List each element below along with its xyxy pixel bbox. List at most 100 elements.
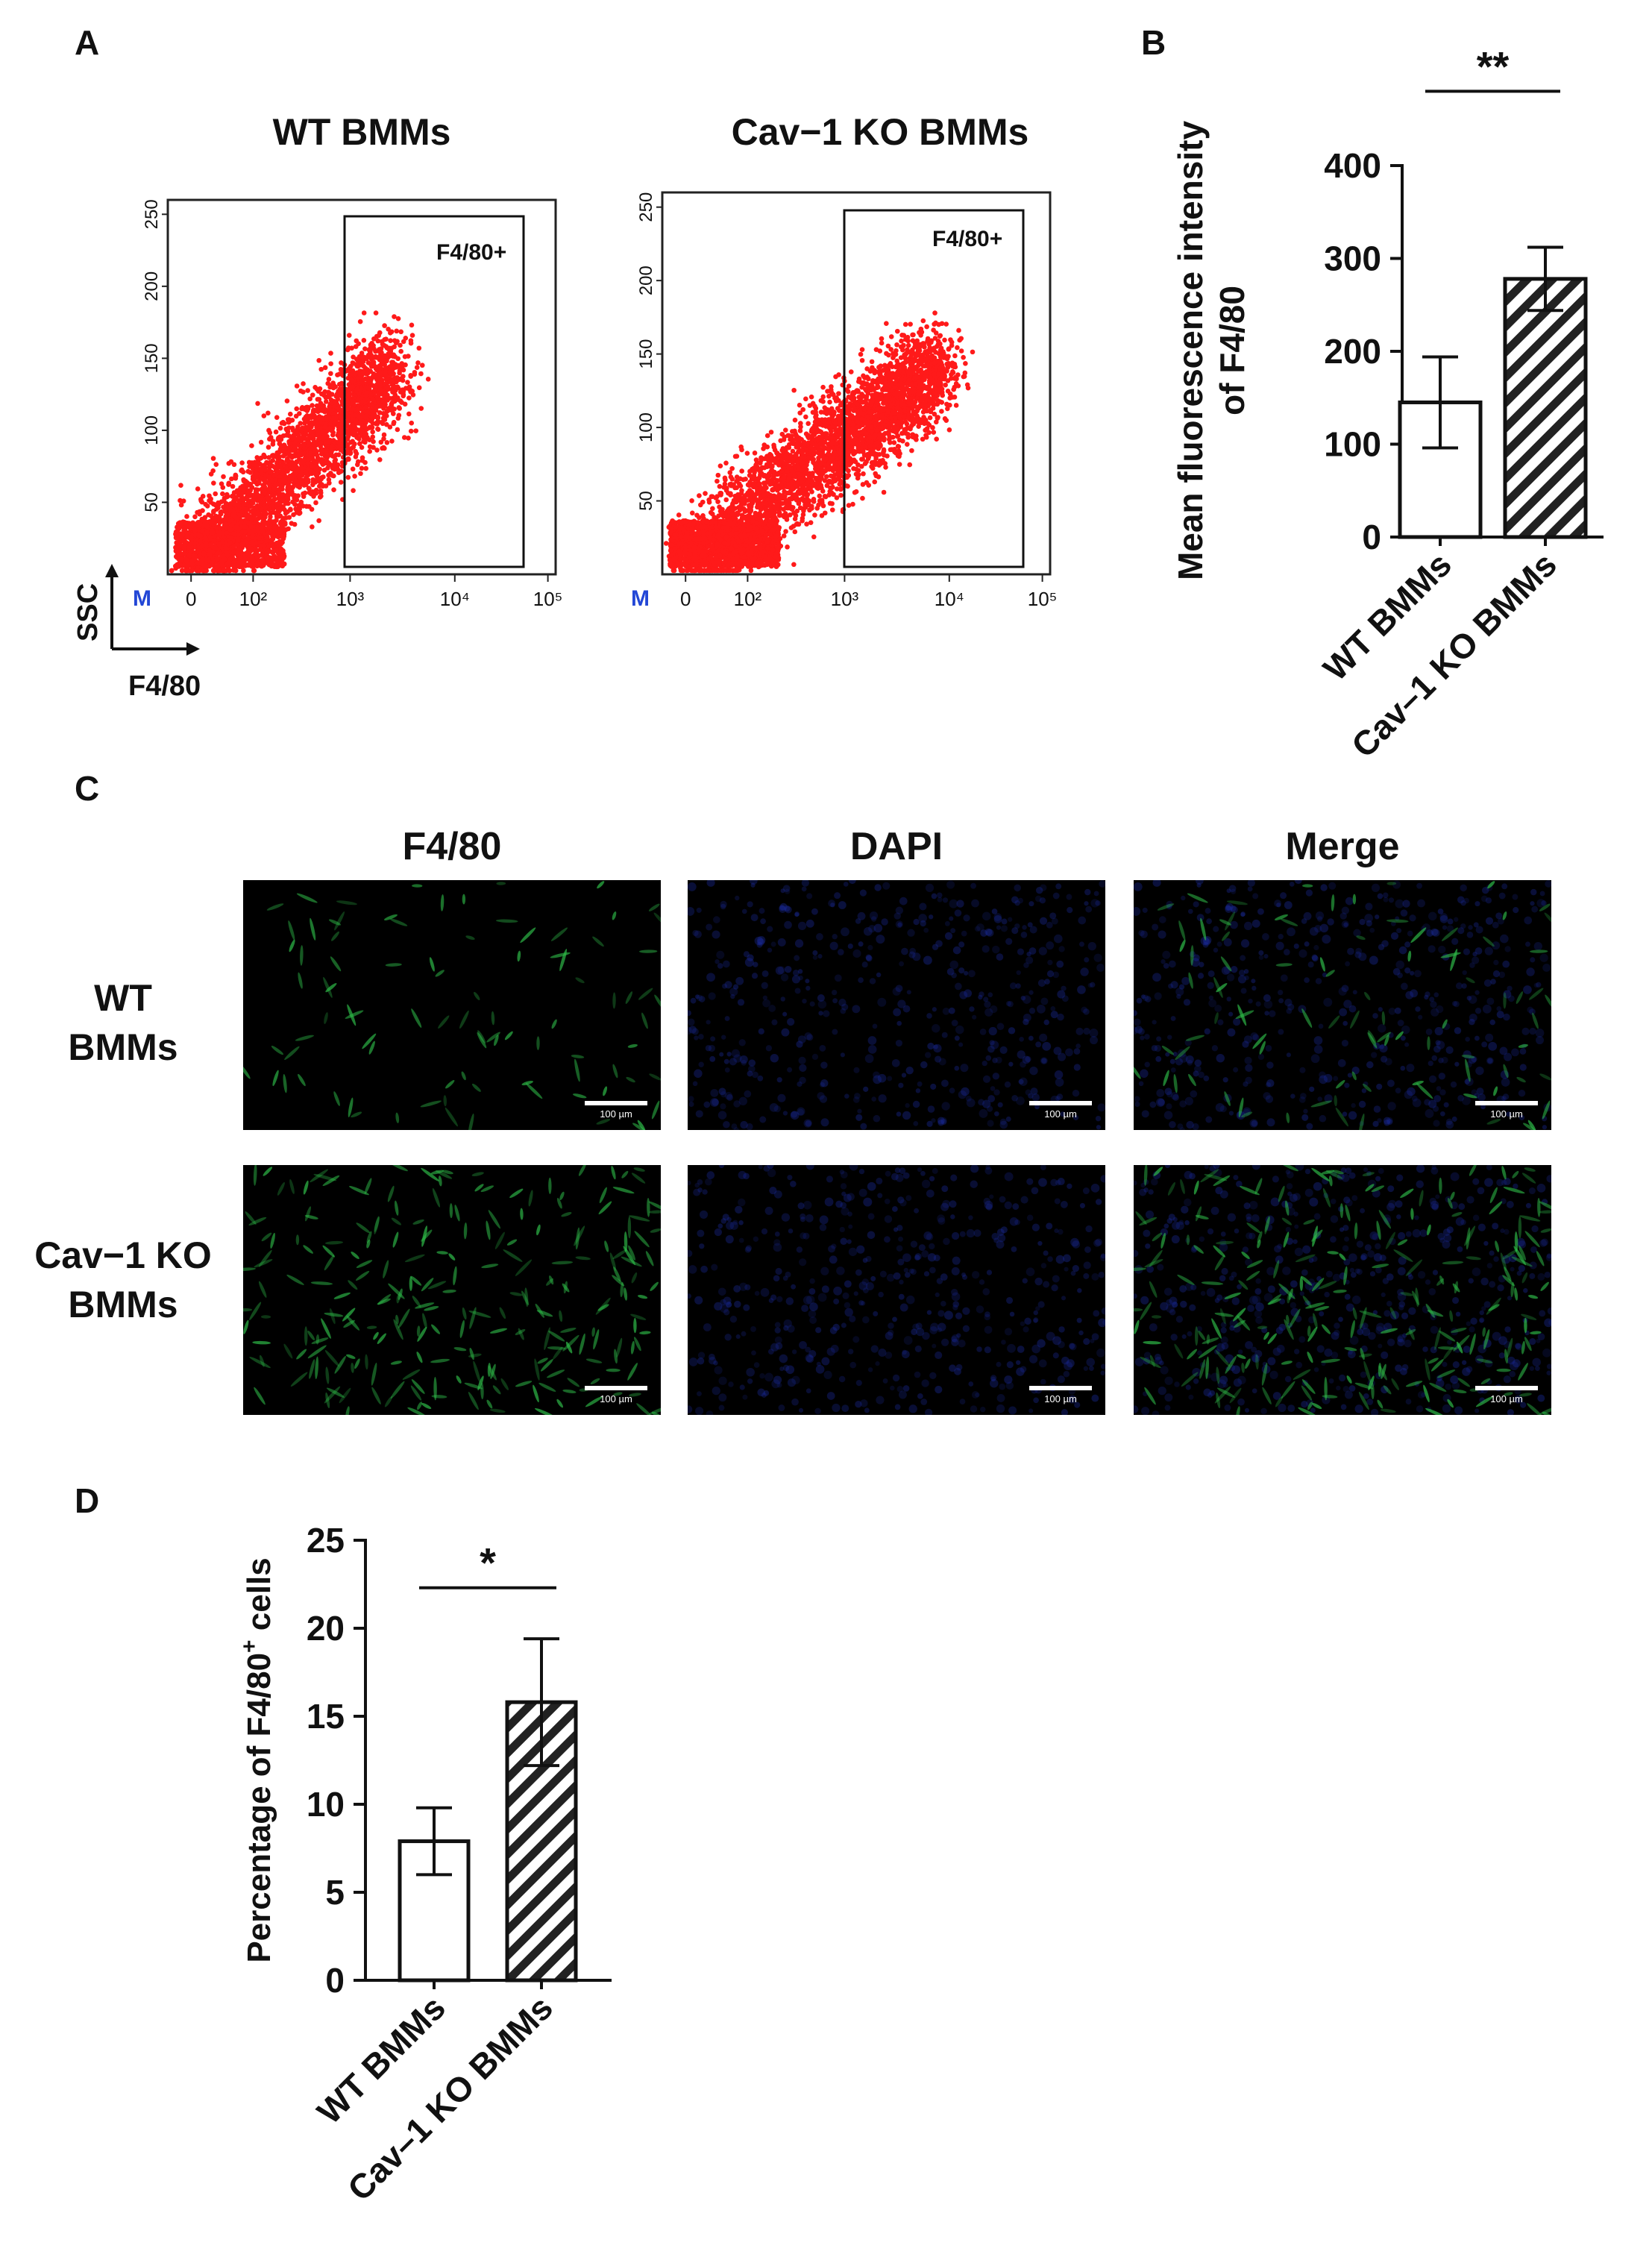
scatter-point — [836, 391, 841, 396]
panel-letter-a: A — [75, 23, 100, 62]
scatter-point — [256, 553, 262, 559]
scatter-point — [356, 407, 361, 412]
scatter-point — [382, 370, 388, 375]
scatter-point — [184, 514, 189, 519]
scatter-point — [414, 365, 420, 370]
scatter-point — [328, 351, 333, 356]
scatter-point — [409, 322, 415, 328]
y-tick-label: 200 — [142, 271, 162, 301]
scatter-point — [284, 398, 290, 404]
scatter-point — [955, 345, 960, 351]
scatter-point — [792, 529, 798, 535]
scatter-point — [308, 491, 314, 497]
y-tick-label: 150 — [142, 343, 162, 373]
scatter-point — [286, 515, 292, 520]
scatter-point — [360, 359, 366, 365]
scatter-point — [268, 538, 274, 544]
scatter-point — [396, 412, 402, 418]
scatter-point — [377, 380, 383, 386]
scatter-point — [402, 401, 408, 407]
scatter-point — [197, 509, 202, 515]
scatter-point — [676, 512, 682, 518]
scatter-point — [406, 411, 412, 417]
scatter-point — [861, 449, 866, 455]
scatter-point — [338, 480, 344, 485]
scatter-point — [346, 401, 352, 407]
scatter-point — [361, 338, 367, 343]
scatter-point — [360, 368, 366, 374]
scatter-point — [279, 420, 285, 426]
scatter-point — [236, 544, 242, 550]
scatter-point — [337, 469, 343, 474]
scatter-point — [326, 415, 332, 421]
scatter-point — [380, 445, 385, 451]
scatter-point — [291, 433, 297, 438]
scatter-point — [351, 488, 356, 493]
scatter-point — [223, 545, 229, 551]
scatter-point — [376, 333, 382, 339]
scatter-point — [249, 534, 255, 540]
scatter-point — [290, 427, 296, 433]
scatter-point — [366, 379, 372, 385]
scatter-point — [328, 384, 334, 389]
scatter-point — [800, 407, 805, 412]
scatter-point — [820, 384, 826, 390]
scatter-point — [370, 421, 376, 426]
scatter-point — [258, 439, 264, 445]
scatter-point — [277, 459, 283, 464]
scatter-point — [381, 436, 386, 442]
scatter-point — [401, 435, 407, 440]
scatter-point — [894, 342, 899, 348]
scatter-point — [184, 558, 190, 564]
scatter-point — [210, 530, 216, 536]
scatter-point — [308, 451, 313, 456]
scatter-point — [188, 536, 194, 542]
corner-marker-wt: M — [133, 586, 151, 611]
scatter-points-wt — [169, 310, 431, 574]
scatter-point — [410, 392, 416, 398]
scatter-point — [253, 489, 259, 495]
scatter-point — [325, 453, 330, 459]
scatter-point — [219, 509, 224, 515]
scatter-point — [271, 486, 277, 492]
scatter-point — [408, 338, 414, 343]
scatter-point — [262, 489, 268, 495]
scatter-point — [239, 460, 245, 465]
scatter-point — [259, 471, 264, 477]
scatter-point — [268, 459, 273, 465]
scatter-point — [229, 476, 234, 482]
scatter-point — [328, 361, 333, 366]
scatter-point — [418, 371, 424, 377]
scatter-point — [289, 454, 295, 460]
scatter-point — [321, 436, 327, 442]
scatter-point — [383, 336, 389, 342]
scatter-point — [231, 509, 236, 515]
scatter-point — [303, 482, 309, 488]
scatter-point — [277, 559, 283, 565]
scatter-point — [245, 514, 251, 519]
scatter-point — [663, 541, 669, 546]
scatter-point — [262, 505, 268, 510]
x-tick-label: 10⁵ — [533, 588, 563, 610]
scatter-point — [353, 448, 359, 454]
scatter-point — [348, 426, 354, 431]
scatter-point — [409, 420, 415, 426]
scatter-point — [351, 379, 356, 384]
scatter-point — [258, 455, 264, 461]
scatter-point — [213, 462, 219, 467]
scatter-point — [378, 404, 383, 409]
scatter-point — [203, 501, 209, 507]
scatter-point — [805, 421, 811, 427]
scatter-point — [383, 385, 389, 390]
scatter-point — [401, 367, 406, 373]
scatter-point — [884, 321, 889, 326]
scatter-point — [292, 462, 298, 468]
scatter-point — [214, 556, 220, 562]
scatter-point — [326, 462, 332, 468]
scatter-point — [360, 413, 365, 419]
y-tick-label: 50 — [142, 492, 162, 512]
scatter-point — [201, 550, 207, 556]
scatter-point — [279, 539, 285, 545]
scatter-point — [328, 371, 333, 377]
scatter-point — [294, 383, 300, 389]
